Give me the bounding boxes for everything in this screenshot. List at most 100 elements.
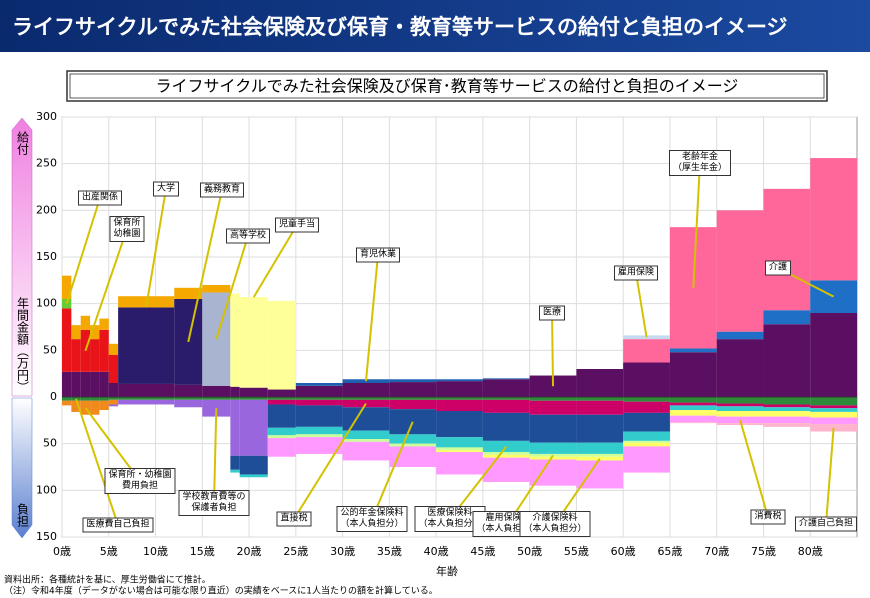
step-segment [810,397,857,406]
step-segment [623,446,670,473]
x-tick-label: 30歳 [330,545,355,558]
step-segment [716,397,764,404]
step-segment [99,318,109,330]
step-segment [342,441,390,461]
note: 資料出所：各種統計を基に、厚生労働省にて推計。 [4,574,211,586]
x-tick-label: 35歳 [377,545,402,558]
callout-pointer [145,188,167,308]
step-segment [174,299,203,385]
callout-pointer [692,162,701,288]
step-segment [239,399,268,456]
step-segment [716,331,764,340]
step-segment [436,379,483,382]
step-segment [482,412,530,441]
step-segment [669,402,717,406]
series-label: 直接税 [276,511,312,527]
step-segment [389,446,437,467]
step-segment [62,371,72,397]
series-label: 介護 [764,260,792,276]
callout-pointer [739,419,769,518]
step-segment [482,378,530,380]
series-label: 医療 [538,305,566,321]
step-segment [202,385,231,397]
callout-pointer [187,189,223,343]
step-segment [482,454,530,458]
step-segment [669,415,717,423]
step-segment [267,389,296,397]
step-segment [239,387,268,397]
step-segment [529,453,577,457]
note: （注）令和4年度（データがない場合は可能な限り直近）の実績をベースに1人当たりの… [4,585,438,597]
step-segment [174,287,203,299]
series-label: 義務教育 [199,182,245,198]
step-segment [267,404,296,428]
x-tick-label: 40歳 [424,545,449,558]
step-segment [529,397,577,401]
step-segment [482,457,530,482]
x-tick-label: 20歳 [237,545,262,558]
step-segment [669,405,717,411]
callout-pointer [213,408,218,504]
step-segment [295,405,343,427]
y-tick-label: 200 [36,203,57,216]
step-segment [716,423,764,425]
step-segment [239,397,268,400]
step-segment [202,399,231,417]
step-segment [62,397,72,401]
step-segment [389,379,437,383]
step-segment [389,443,437,447]
series-label: 高等学校 [225,228,271,244]
step-segment [529,459,577,486]
step-segment [90,325,100,340]
step-segment [71,339,81,372]
step-segment [576,400,624,415]
step-segment [267,438,296,457]
x-tick-label: 0歳 [53,545,71,558]
y-tick-label: 100 [36,483,57,496]
x-label: 年齢 [436,564,458,578]
y-tick-label: 300 [36,110,57,123]
step-segment [529,400,577,415]
step-segment [80,315,91,330]
step-segment [118,307,175,384]
step-segment [763,416,811,424]
y-label: 年間金額（万円） [16,297,30,393]
step-segment [202,397,231,400]
step-segment [230,293,240,387]
title-box-inner [69,73,825,99]
step-segment [80,371,91,397]
step-segment [230,386,240,397]
step-segment [576,442,624,454]
step-segment [118,399,175,405]
step-segment [529,442,577,454]
step-segment [576,369,624,397]
series-label: 児童手当 [274,217,320,233]
series-label: 雇用保険 [613,265,659,281]
step-segment [623,440,670,443]
step-segment [716,411,764,417]
step-segment [810,417,857,425]
chart-title: ライフサイクルでみた社会保険及び保育･教育等サービスの給付と負担のイメージ [156,77,739,96]
step-segment [436,452,483,475]
y-tick-label: 50 [43,343,57,356]
y-tick-label: 150 [36,530,57,543]
step-segment [267,435,296,439]
header-bar [0,0,870,52]
step-segment [436,450,483,453]
callout-pointer [75,398,119,526]
step-segment [436,397,483,400]
step-segment [389,434,437,444]
step-segment [482,379,530,397]
step-segment [108,399,119,405]
step-segment [810,158,857,281]
callout-pointer [635,272,648,338]
step-segment [529,456,577,460]
step-segment [763,407,811,411]
step-segment [99,397,109,401]
series-label: 保育所 幼稚園 [109,216,145,242]
series-label: 育児休業 [355,247,401,263]
step-segment [342,383,390,397]
x-tick-label: 50歳 [517,545,542,558]
step-segment [716,403,764,407]
